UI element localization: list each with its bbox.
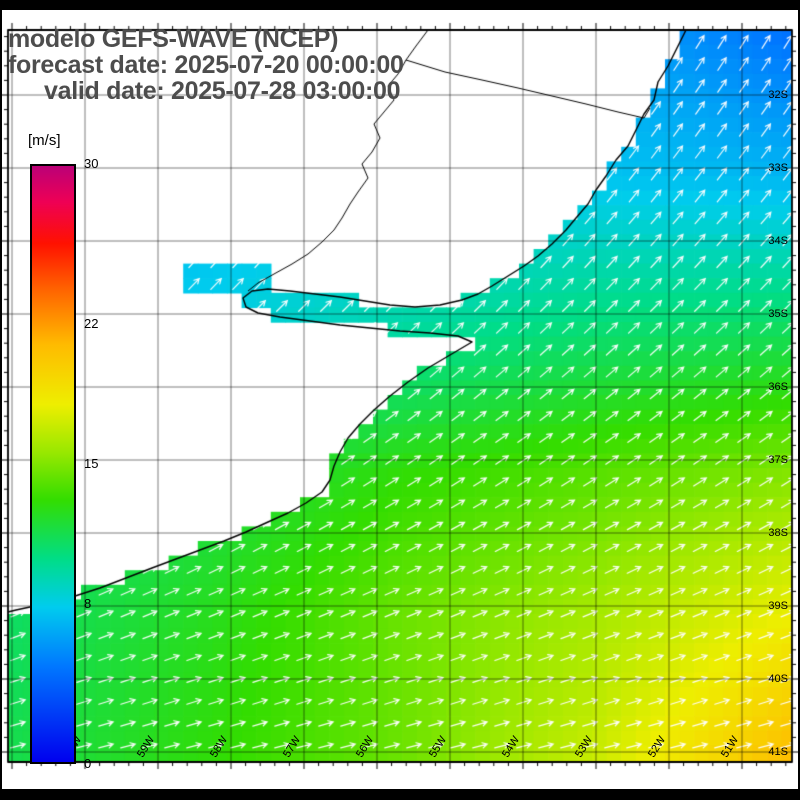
title-block: modelo GEFS-WAVE (NCEP) forecast date: 2… (8, 26, 404, 104)
right-border-line (798, 0, 800, 800)
title-forecast-date: forecast date: 2025-07-20 00:00:00 (8, 51, 404, 79)
colorbar-tick-0: 0 (84, 756, 92, 771)
lat-label-37S: 37S (768, 454, 788, 466)
top-border-bar (0, 0, 800, 10)
lat-label-32S: 32S (768, 89, 788, 101)
lat-label-39S: 39S (768, 600, 788, 612)
colorbar-tick-8: 8 (84, 596, 92, 611)
colorbar-tick-30: 30 (84, 156, 99, 171)
title-valid-date: valid date: 2025-07-28 03:00:00 (44, 77, 401, 105)
lat-label-35S: 35S (768, 308, 788, 320)
colorbar-tick-22: 22 (84, 316, 99, 331)
colorbar-tick-15: 15 (84, 456, 99, 471)
left-border-line (0, 0, 2, 800)
lat-label-38S: 38S (768, 527, 788, 539)
lat-label-34S: 34S (768, 235, 788, 247)
lat-label-41S: 41S (768, 746, 788, 758)
lat-label-40S: 40S (768, 673, 788, 685)
colorbar-unit-label: [m/s] (28, 132, 61, 149)
bottom-border-bar (0, 789, 800, 800)
colorbar-gradient (30, 164, 76, 764)
lat-label-33S: 33S (768, 162, 788, 174)
title-model-name: modelo GEFS-WAVE (NCEP) (8, 25, 339, 53)
lat-label-36S: 36S (768, 381, 788, 393)
